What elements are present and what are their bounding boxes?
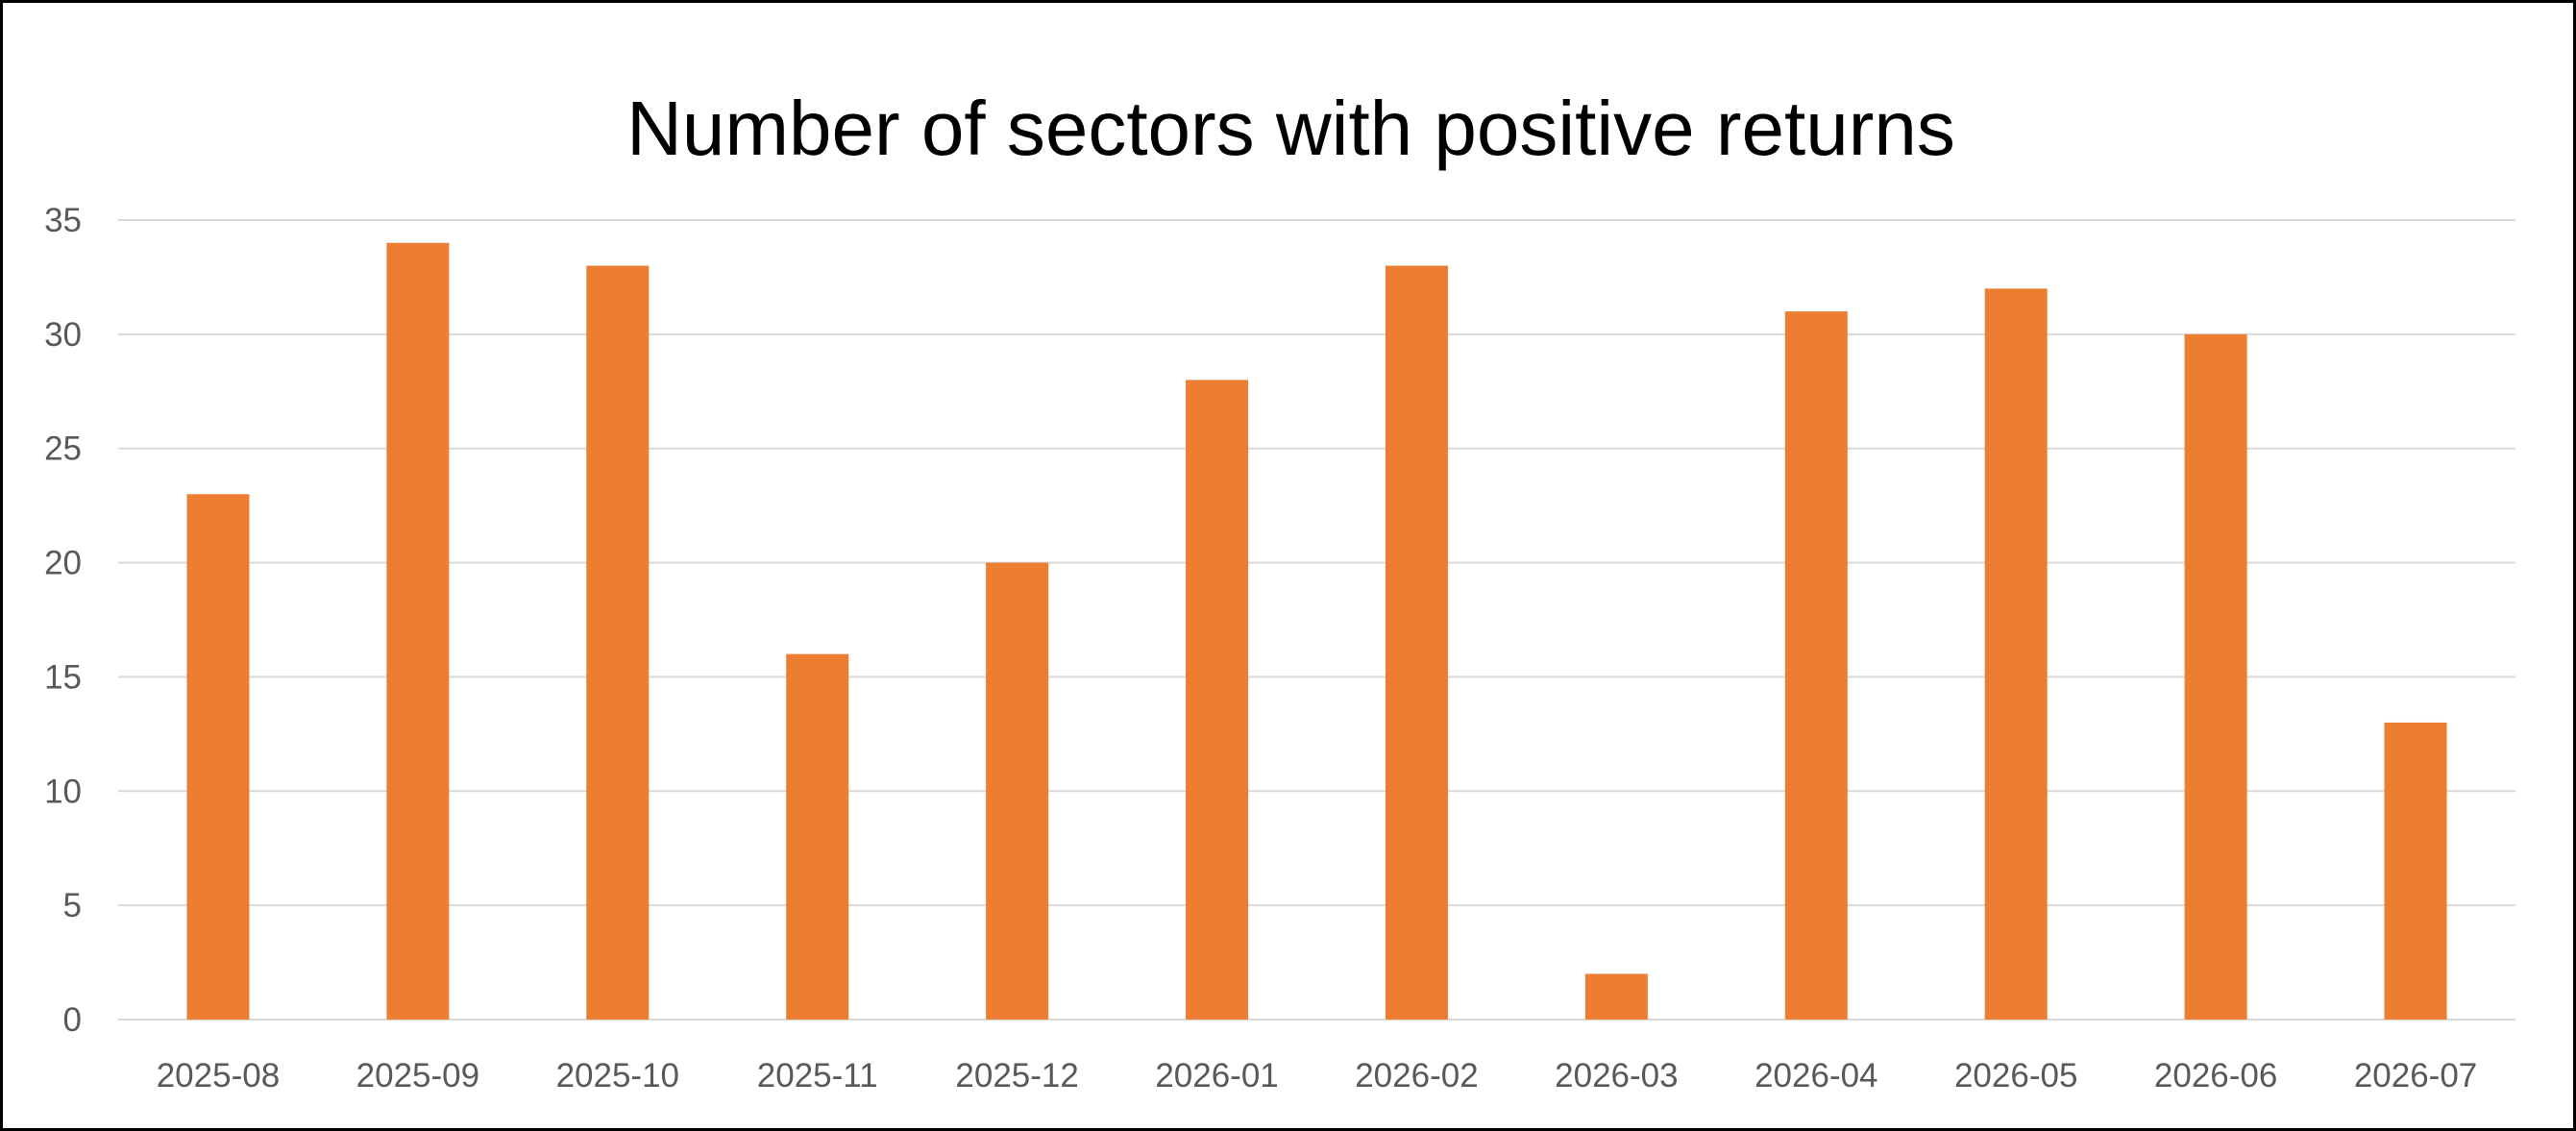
y-tick-label: 15	[44, 658, 82, 696]
x-tick-label: 2026-02	[1355, 1057, 1478, 1094]
x-tick-label: 2026-04	[1754, 1057, 1877, 1094]
y-tick-label: 30	[44, 316, 82, 354]
bar-2025-10	[586, 265, 650, 1020]
x-axis-ticks: 2025-08 2025-09 2025-10 2025-11 2025-12 2026-…	[157, 1057, 2478, 1094]
x-tick-label: 2026-05	[1954, 1057, 2077, 1094]
x-tick-label: 2025-08	[157, 1057, 280, 1094]
y-tick-label: 35	[44, 202, 82, 239]
y-tick-label: 20	[44, 545, 82, 582]
x-tick-label: 2026-07	[2354, 1057, 2477, 1094]
bar-2025-11	[786, 653, 849, 1020]
bar-2026-02	[1385, 265, 1448, 1020]
x-tick-label: 2025-10	[556, 1057, 679, 1094]
x-tick-label: 2026-06	[2154, 1057, 2277, 1094]
y-tick-label: 25	[44, 430, 82, 468]
y-tick-label: 0	[63, 1001, 82, 1039]
bar-2025-08	[186, 494, 250, 1020]
bar-2026-05	[1984, 288, 2048, 1020]
x-tick-label: 2026-03	[1555, 1057, 1678, 1094]
y-tick-label: 5	[63, 887, 82, 924]
bar-2026-04	[1784, 311, 1848, 1020]
chart-title: Number of sectors with positive returns	[626, 86, 1955, 171]
x-tick-label: 2025-12	[955, 1057, 1078, 1094]
y-axis-ticks: 0 5 10 15 20 25 30 35	[44, 202, 82, 1039]
bar-2026-07	[2384, 722, 2447, 1020]
bar-2026-06	[2184, 333, 2247, 1020]
bar-2026-01	[1186, 380, 1249, 1020]
bar-2025-09	[386, 242, 450, 1020]
x-tick-label: 2025-11	[757, 1057, 878, 1094]
x-tick-label: 2025-09	[356, 1057, 479, 1094]
gridlines	[118, 219, 2515, 1020]
y-tick-label: 10	[44, 773, 82, 810]
bars	[186, 242, 2447, 1020]
x-tick-label: 2026-01	[1155, 1057, 1278, 1094]
bar-2025-12	[986, 562, 1049, 1020]
bar-2026-03	[1584, 973, 1648, 1020]
